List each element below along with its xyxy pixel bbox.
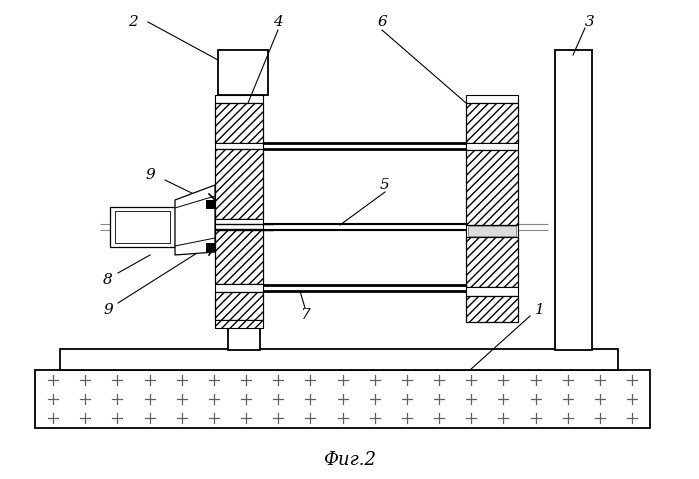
Bar (215, 229, 263, 284)
Bar (115, 211, 170, 243)
Bar (228, 58, 260, 350)
Bar (215, 320, 263, 328)
Text: 7: 7 (300, 308, 310, 322)
Text: 5: 5 (380, 178, 390, 192)
Bar (215, 284, 263, 292)
Bar (60, 349, 618, 370)
Bar (215, 95, 263, 103)
Bar (466, 225, 518, 237)
Bar (466, 150, 518, 225)
Text: 3: 3 (585, 15, 595, 29)
Text: 1: 1 (535, 303, 545, 317)
Bar (110, 207, 175, 247)
Bar (466, 237, 518, 287)
Bar (206, 243, 215, 252)
Bar (466, 103, 518, 143)
Bar (215, 149, 263, 219)
Text: 2: 2 (128, 15, 138, 29)
Text: 8: 8 (103, 273, 113, 287)
Bar (466, 95, 518, 103)
Bar (215, 103, 263, 143)
Bar (555, 50, 592, 350)
Bar (215, 292, 263, 320)
Text: 9: 9 (145, 168, 155, 182)
Text: 4: 4 (273, 15, 283, 29)
Text: Фиг.2: Фиг.2 (323, 451, 376, 469)
Bar (466, 143, 518, 150)
Bar (215, 143, 263, 149)
Polygon shape (175, 185, 215, 255)
Bar (466, 287, 518, 296)
Bar (215, 219, 263, 229)
Bar (218, 50, 268, 95)
Text: 9: 9 (103, 303, 113, 317)
Text: 6: 6 (377, 15, 387, 29)
Bar (468, 226, 516, 236)
Bar (35, 370, 650, 428)
Bar (466, 296, 518, 322)
Bar (206, 200, 215, 209)
